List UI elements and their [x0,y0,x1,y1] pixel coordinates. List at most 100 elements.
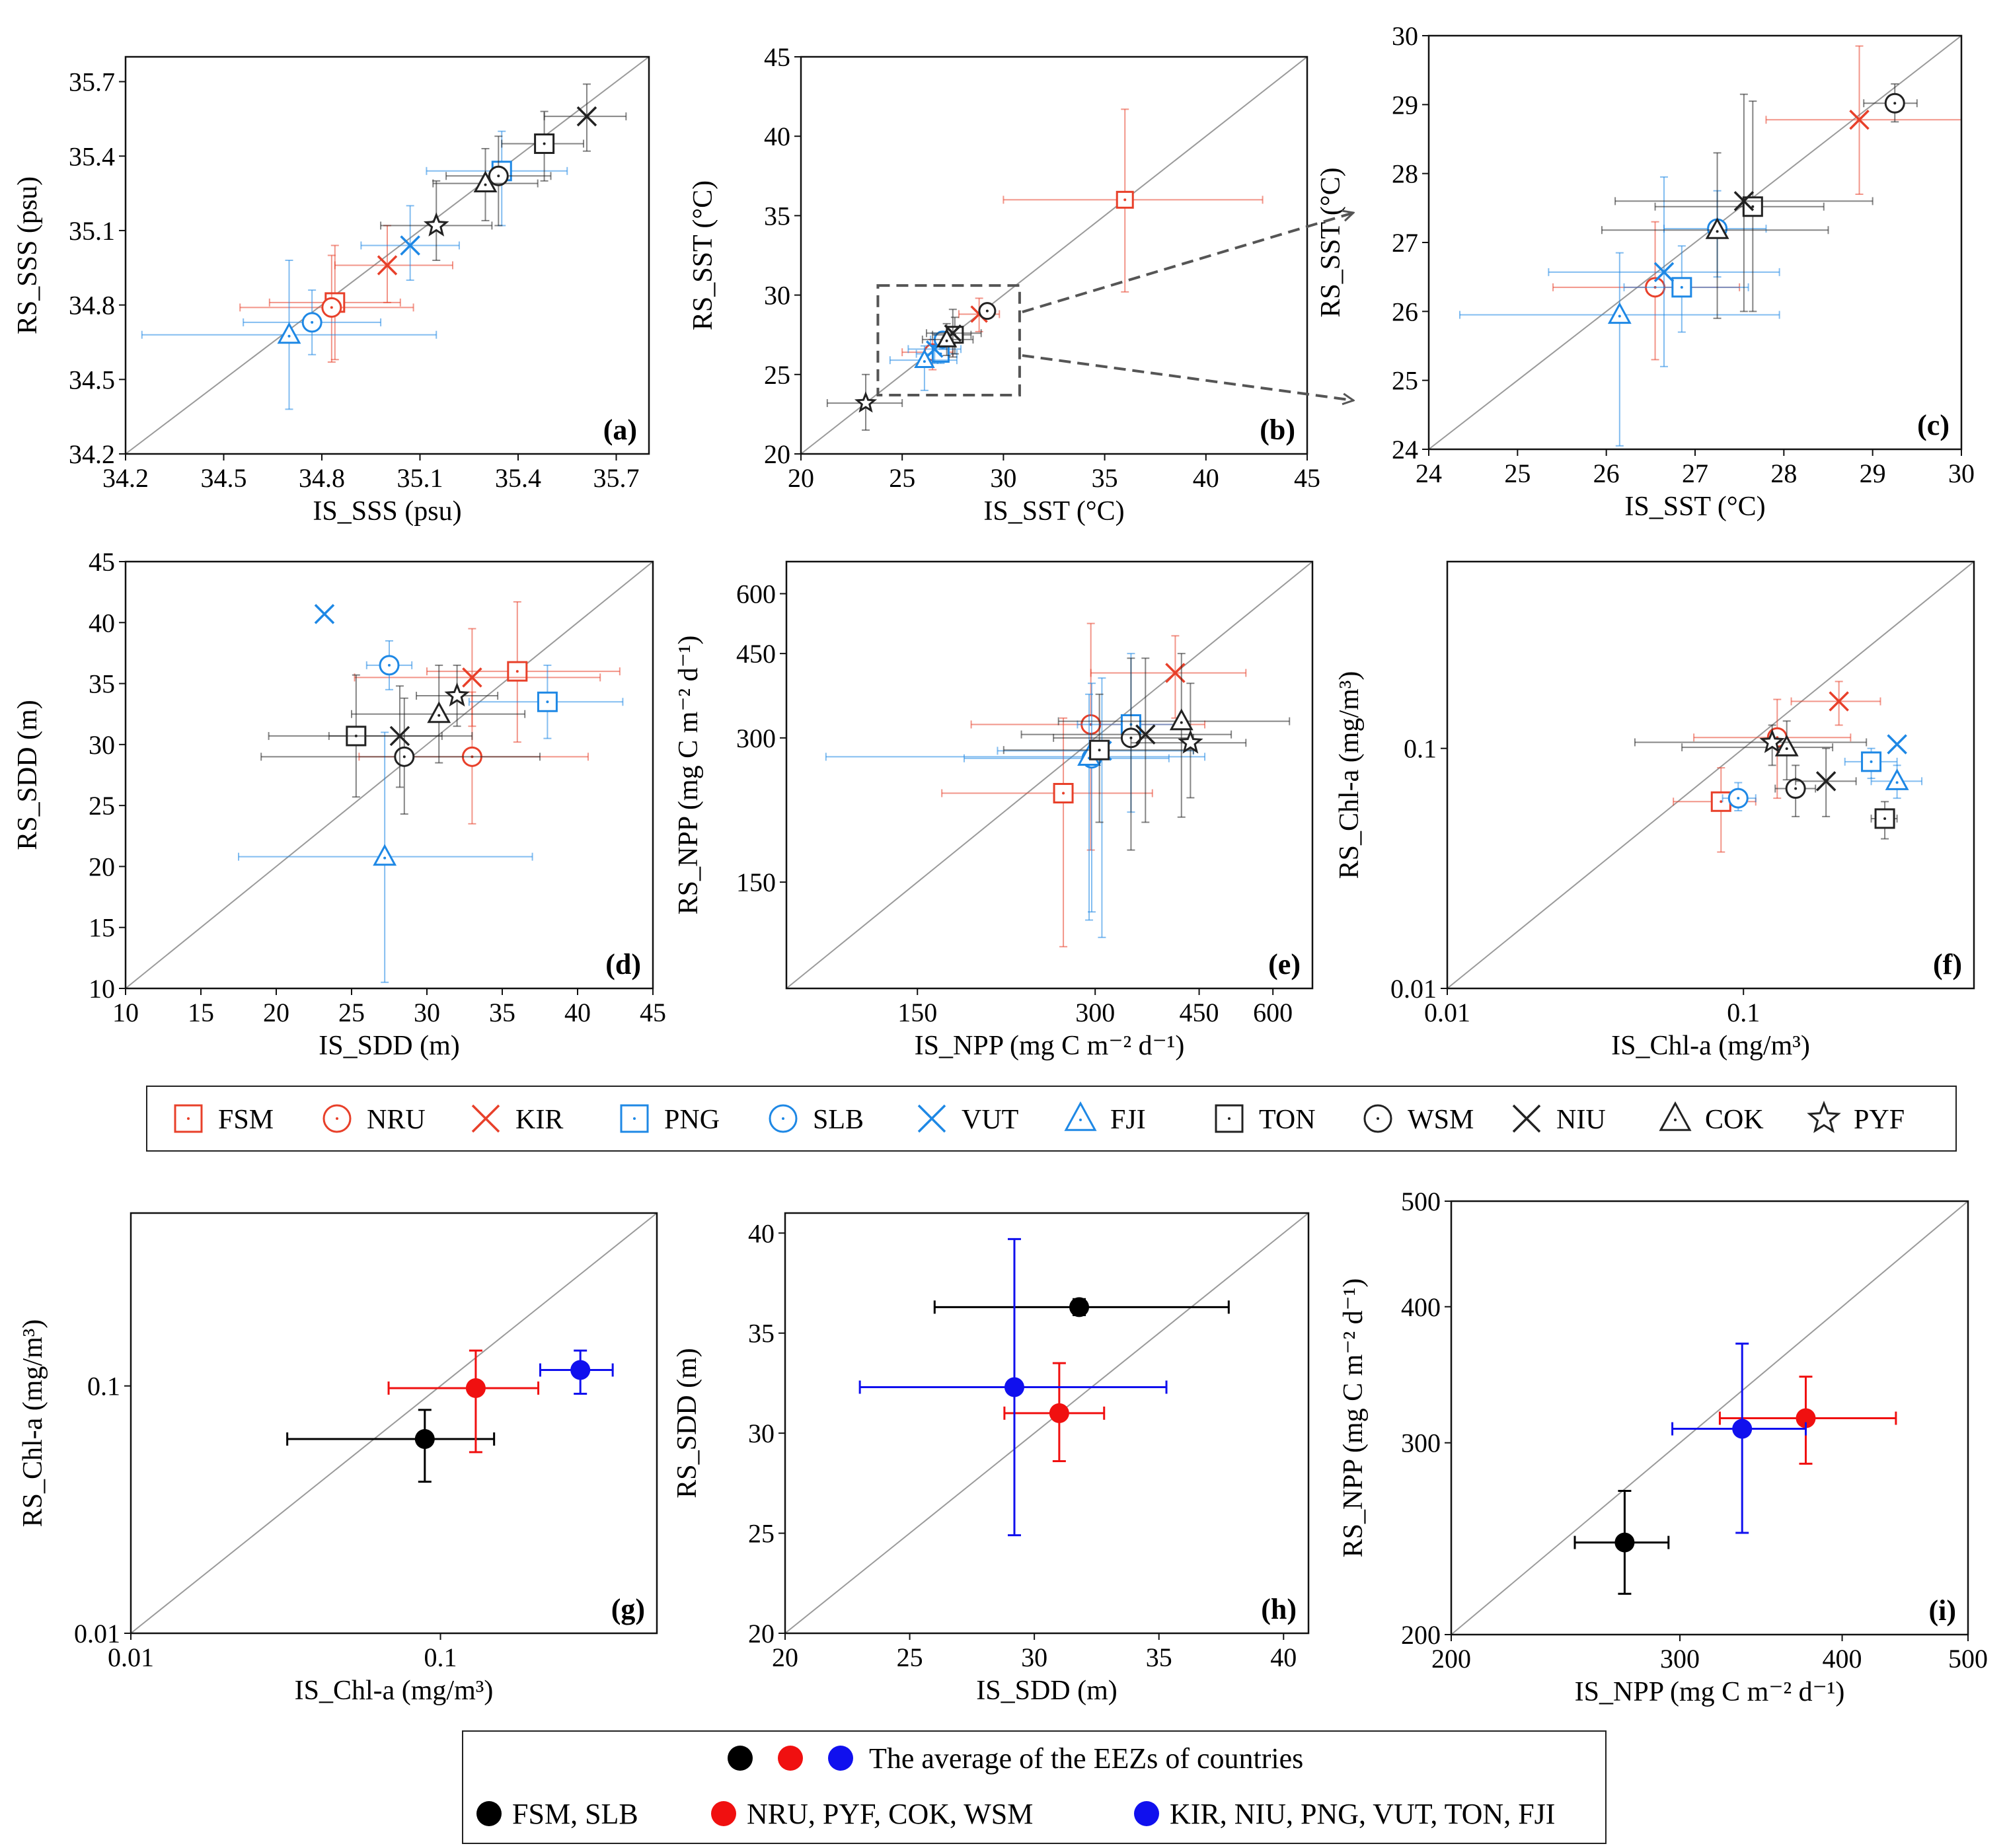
x-tick-label: 34.8 [299,463,345,493]
square-icon-dot [1228,1117,1231,1120]
point-marker-dot [923,360,926,363]
y-tick-label: 45 [764,42,790,72]
point-wsm [260,697,541,815]
x-tick-label: 45 [640,998,666,1027]
group-legend-title: The average of the EEZs of countries [869,1742,1303,1775]
x-tick-label: 200 [1431,1644,1471,1674]
x-tick-label: 35 [1146,1643,1172,1672]
point-dot-marker [1049,1403,1069,1423]
panel-label: (c) [1917,409,1950,441]
point-marker-dot [330,306,333,309]
point-marker [576,106,597,127]
point-kir [1765,45,1962,195]
panel-i: 200 300 400 500 200 300 400 500 IS_NPP (mg C m⁻²… [1338,1187,1988,1707]
point-fji [238,731,533,983]
x-tick-label: 35.1 [397,463,443,493]
x-tick-label: 45 [1294,463,1320,493]
y-tick-label: 35.4 [69,141,115,171]
point-fji [141,260,437,410]
y-tick-label: 40 [748,1218,775,1248]
y-axis-label: RS_SDD (m) [672,1348,702,1498]
panel-label: (b) [1260,414,1295,446]
x-tick-label: 35 [1092,463,1118,493]
x-tick-label: 25 [1504,459,1531,488]
point-marker [1829,691,1849,712]
panel-g: 0.01 0.1 0.01 0.1 IS_Chl-a (mg/m³) RS_Chl-a (… [18,1212,658,1706]
x-tick-label: 0.01 [1424,998,1470,1027]
point-marker [936,328,958,348]
point-marker-dot [402,755,406,758]
point-nru [1552,221,1741,361]
x-tick-label: 40 [1270,1643,1297,1672]
point-marker-dot [1737,797,1740,800]
plot-frame [130,1212,658,1635]
point-fsm [941,717,1153,947]
y-tick-label: 25 [1392,366,1418,396]
y-tick-label: 35 [89,669,115,699]
point-pyf [416,664,499,727]
x-axis-label: IS_SDD (m) [319,1031,460,1061]
y-tick-label: 30 [1392,21,1418,51]
point-marker-dot [484,183,487,186]
panel-f: 0.01 0.1 0.01 0.1 IS_Chl-a (mg/m³) RS_Chl-a (… [1334,560,1975,1061]
point-marker-dot [1129,736,1133,739]
x-icon [917,1104,946,1133]
y-axis-label: RS_SST (°C) [1316,167,1346,317]
point-ton [501,110,584,182]
x-tick-label: 20 [788,463,814,493]
point-marker-dot [1870,760,1873,763]
zoom-arrows [1022,213,1353,400]
y-axis-label: RS_NPP (mg C m⁻² d⁻¹) [1338,1278,1369,1558]
point-png [1623,245,1749,333]
x-axis-label: IS_SST (°C) [983,496,1124,527]
point-dot-marker [414,1429,435,1450]
point-dot_black [286,1409,496,1483]
country-legend-frame [146,1086,1957,1152]
point-pyf [1634,724,1868,766]
legend-item-wsm: WSM [1363,1104,1474,1135]
x-tick-label: 26 [1593,459,1620,488]
y-tick-label: 200 [1401,1620,1441,1650]
y-tick-label: 20 [748,1619,775,1648]
point-marker [1705,217,1729,239]
point-marker-dot [515,670,519,673]
x-tick-label: 400 [1823,1644,1862,1674]
y-axis-label: RS_Chl-a (mg/m³) [18,1319,48,1528]
x-axis-label: IS_SSS (psu) [313,496,461,527]
point-marker [1169,708,1193,731]
y-tick-label: 30 [764,281,790,311]
panel-a: 34.2 34.5 34.8 35.1 35.4 35.7 34.2 34.5 34.8 35.1… [13,55,650,527]
country-legend-items: FSM NRU KIR PNG SLB VUT FJI TON WSM NIU COK PYF [174,1100,1905,1135]
point-pyf [1130,683,1247,799]
legend-label: PYF [1854,1105,1905,1135]
y-tick-label: 40 [764,122,790,151]
y-tick-label: 34.8 [69,291,115,320]
point-cok [1057,653,1291,818]
x-axis-label: IS_SST (°C) [1624,492,1765,522]
panel-b: 20 25 30 35 40 45 20 25 30 35 40 45 IS_SST (°C) RS_SS… [688,42,1320,527]
point-marker [1135,724,1156,745]
y-tick-label: 26 [1392,297,1418,326]
point-marker-dot [1785,747,1788,751]
point-marker-dot [1618,314,1621,318]
circle-icon-dot [336,1117,338,1120]
legend-group-red-label: NRU, PYF, COK, WSM [747,1798,1033,1830]
point-marker [1774,734,1799,757]
point-dot_black [1573,1489,1670,1595]
x-tick-label: 35.7 [593,463,640,493]
y-tick-label: 34.5 [69,365,115,394]
legend-item-nru: NRU [322,1104,426,1135]
x-icon [471,1104,500,1133]
y-tick-label: 10 [89,974,115,1004]
panel-label: (d) [605,948,641,980]
panel-c: 24 25 26 27 28 29 30 24 25 26 27 28 29 30 IS_SST (°C) R… [1316,21,1975,522]
point-marker-dot [437,714,441,717]
legend-group-blue-label: KIR, NIU, PNG, VUT, TON, FJI [1170,1798,1555,1830]
point-slb [1722,782,1757,812]
zoom-arrow-top [1022,213,1353,314]
y-tick-label: 34.2 [69,439,115,469]
point-marker [1849,110,1870,130]
y-axis-label: RS_NPP (mg C m⁻² d⁻¹) [673,636,704,915]
y-axis-label: RS_SSS (psu) [13,176,43,334]
one-to-one-line [800,56,1308,455]
